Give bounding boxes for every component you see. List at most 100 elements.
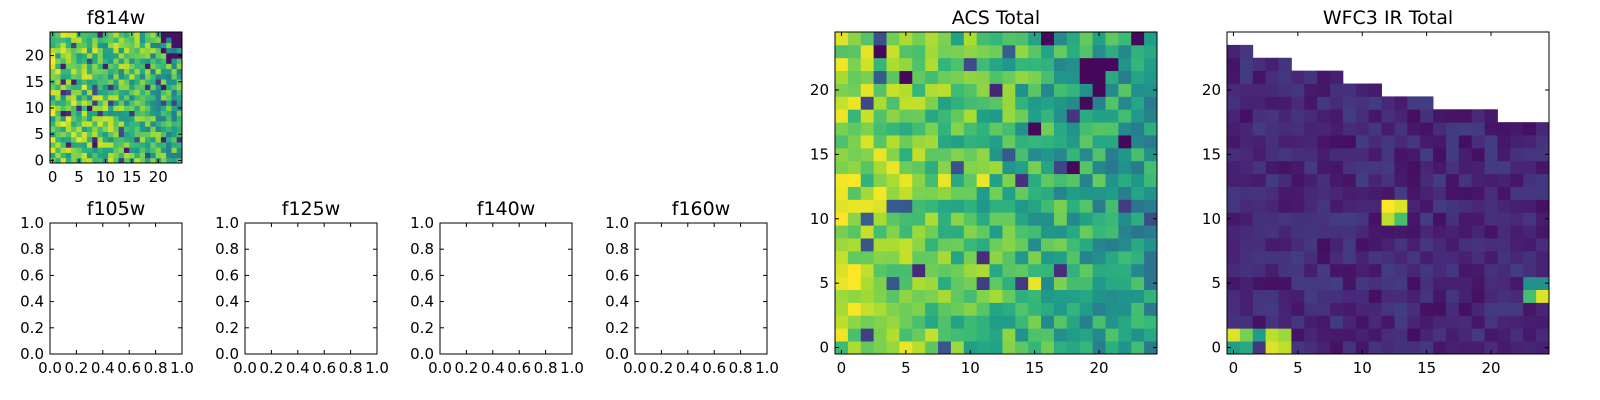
heatmap-cell [1002, 263, 1016, 278]
heatmap-cell [1041, 276, 1055, 290]
heatmap-cell [873, 212, 887, 226]
heatmap-cell [108, 147, 114, 153]
heatmap-cell [1445, 302, 1460, 316]
heatmap-cell [1484, 315, 1498, 329]
heatmap-cell [97, 157, 104, 164]
heatmap-cell [76, 152, 83, 159]
heatmap-cell [1118, 135, 1132, 149]
heatmap-cell [160, 136, 167, 143]
heatmap-cell [1484, 225, 1498, 239]
heatmap-cell [1265, 328, 1279, 342]
heatmap-cell [1458, 212, 1473, 226]
heatmap-cell [1144, 96, 1158, 110]
heatmap-cell [1015, 250, 1029, 265]
heatmap-cell [1131, 199, 1145, 213]
heatmap-cell [1342, 122, 1357, 136]
heatmap-cell [1381, 96, 1395, 110]
heatmap-cell [1028, 341, 1042, 355]
heatmap-cell [1252, 109, 1267, 123]
heatmap-cell [55, 58, 61, 64]
heatmap-cell [81, 58, 88, 64]
heatmap-cell [1041, 250, 1055, 265]
heatmap-cell [92, 37, 98, 43]
heatmap-cell [65, 115, 72, 122]
heatmap-cell [1252, 276, 1267, 290]
heatmap-cell [160, 58, 167, 64]
heatmap-cell [1304, 135, 1318, 149]
heatmap-cell [1420, 186, 1434, 200]
heatmap-cell [1458, 135, 1473, 149]
heatmap-cell [60, 152, 67, 159]
heatmap-cell [1252, 57, 1267, 72]
heatmap-cell [1105, 212, 1119, 226]
heatmap-cell [60, 121, 67, 127]
heatmap-cell [76, 73, 83, 80]
heatmap-cell [1002, 57, 1016, 72]
heatmap-cell [1420, 135, 1434, 149]
heatmap-cell [1227, 109, 1241, 123]
heatmap-cell [1458, 328, 1473, 342]
heatmap-cell [81, 94, 88, 101]
heatmap-cell [925, 135, 939, 149]
heatmap-cell [938, 276, 952, 290]
heatmap-cell [989, 186, 1003, 200]
heatmap-cell [963, 289, 978, 303]
heatmap-cell [86, 157, 93, 164]
heatmap-cell [55, 37, 61, 43]
heatmap-cell [873, 83, 887, 97]
heatmap-cell [1252, 341, 1267, 355]
heatmap-cell [989, 199, 1003, 213]
heatmap-cell [1252, 250, 1267, 265]
heatmap-cell [976, 135, 990, 149]
heatmap-cell [963, 199, 978, 213]
heatmap-cell [92, 84, 98, 91]
heatmap-cell [1252, 263, 1267, 278]
heatmap-cell [102, 79, 109, 85]
heatmap-cell [86, 131, 93, 138]
heatmap-cell [1510, 302, 1524, 316]
heatmap-cell [1420, 199, 1434, 213]
heatmap-cell [134, 147, 141, 153]
y-tick-label: 0.8 [20, 240, 44, 258]
heatmap-cell [1536, 225, 1550, 239]
heatmap-cell [1523, 302, 1537, 316]
heatmap-cell [1239, 186, 1254, 200]
heatmap-cell [1510, 276, 1524, 290]
heatmap-cell [989, 315, 1003, 329]
heatmap-cell [1239, 225, 1254, 239]
heatmap-cell [950, 122, 965, 136]
heatmap-cell [113, 142, 120, 148]
heatmap-cell [123, 147, 130, 153]
heatmap-cell [847, 160, 862, 175]
heatmap-cell [1381, 160, 1395, 175]
heatmap-cell [160, 73, 167, 80]
heatmap-cell [176, 89, 183, 96]
heatmap-cell [1458, 263, 1473, 278]
heatmap-cell [60, 136, 67, 143]
heatmap-cell [925, 302, 939, 316]
heatmap-cell [155, 136, 162, 143]
heatmap-cell [1458, 199, 1473, 213]
heatmap-cell [1394, 263, 1408, 278]
heatmap-cell [989, 341, 1003, 355]
heatmap-cell [171, 73, 178, 80]
heatmap-cell [1278, 109, 1292, 123]
heatmap-cell [860, 109, 875, 123]
heatmap-cell [1092, 289, 1106, 303]
heatmap-cell [1239, 160, 1254, 175]
heatmap-cell [950, 96, 965, 110]
heatmap-cell [1053, 135, 1068, 149]
heatmap-cell [963, 186, 978, 200]
heatmap-cell [86, 32, 93, 38]
heatmap-cell [60, 52, 67, 59]
heatmap-cell [55, 115, 61, 122]
heatmap-cell [847, 70, 862, 84]
heatmap-cell [145, 58, 151, 64]
heatmap-cell [925, 109, 939, 123]
heatmap-cell [925, 83, 939, 97]
heatmap-cell [55, 100, 61, 106]
heatmap-cell [1278, 276, 1292, 290]
heatmap-cell [102, 52, 109, 59]
heatmap-cell [1407, 173, 1421, 187]
heatmap-cell [1227, 263, 1241, 278]
